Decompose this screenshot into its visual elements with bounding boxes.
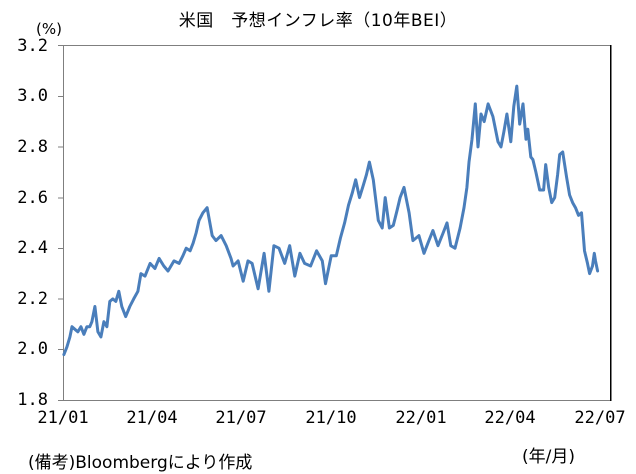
y-tick-label: 2.2 <box>17 289 48 309</box>
source-note: (備考)Bloombergにより作成 <box>28 453 253 473</box>
y-tick-label: 3.0 <box>17 86 48 106</box>
plot-frame <box>63 45 611 401</box>
x-tick-label: 22/01 <box>395 408 447 428</box>
y-tick-marks <box>58 45 64 401</box>
y-tick-label: 2.4 <box>17 238 48 258</box>
y-tick-label: 2.0 <box>17 339 48 359</box>
x-tick-label: 22/07 <box>574 408 626 428</box>
x-tick-label: 21/07 <box>215 408 267 428</box>
y-axis-unit: (%) <box>36 20 62 38</box>
x-tick-label: 22/04 <box>484 408 536 428</box>
x-axis-unit: (年/月) <box>522 447 575 467</box>
x-tick-label: 21/10 <box>305 408 357 428</box>
x-tick-label: 21/04 <box>126 408 178 428</box>
chart-title: 米国 予想インフレ率（10年BEI） <box>178 11 458 31</box>
y-tick-label: 3.2 <box>17 36 48 56</box>
x-tick-label: 21/01 <box>37 408 89 428</box>
y-tick-label: 1.8 <box>17 390 48 410</box>
bei-series-line <box>62 84 600 357</box>
y-tick-label: 2.6 <box>17 188 48 208</box>
y-tick-label: 2.8 <box>17 137 48 157</box>
plot-right-border <box>610 45 612 401</box>
